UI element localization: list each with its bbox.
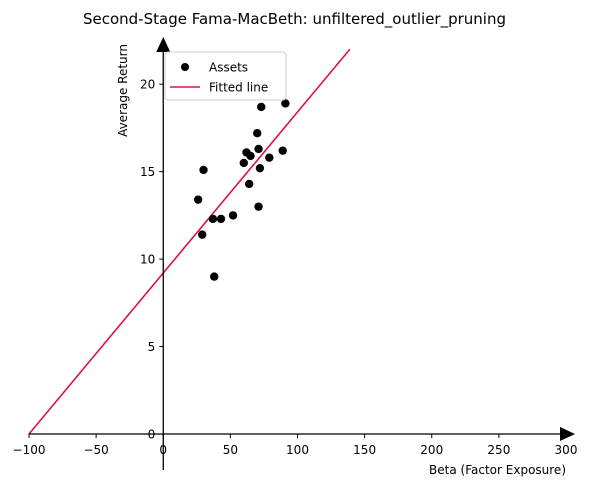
data-point xyxy=(254,202,263,211)
data-point xyxy=(254,144,263,154)
y-axis-arrow xyxy=(156,37,171,52)
data-point xyxy=(244,179,254,189)
legend-label-fitted-line: Fitted line xyxy=(209,81,268,95)
axes xyxy=(29,37,575,470)
data-point xyxy=(265,153,274,162)
x-tick-label: 200 xyxy=(420,443,443,457)
data-point xyxy=(255,163,265,173)
data-point xyxy=(210,272,219,281)
data-point xyxy=(216,214,226,224)
legend-label-assets: Assets xyxy=(209,61,248,75)
y-tick-label: 20 xyxy=(140,78,155,92)
data-point xyxy=(253,128,262,138)
x-tick-label: 100 xyxy=(286,443,309,457)
data-point xyxy=(199,165,208,175)
x-tick-label: −100 xyxy=(13,443,46,457)
x-tick-label: 0 xyxy=(159,443,167,457)
x-tick-label: 250 xyxy=(487,443,510,457)
y-tick-label: 0 xyxy=(148,428,156,442)
fitted-line xyxy=(28,48,351,435)
fitted-line-layer xyxy=(28,48,351,435)
y-tick-label: 15 xyxy=(140,165,155,179)
x-tick-label: 150 xyxy=(353,443,376,457)
y-tick-label: 10 xyxy=(140,253,155,267)
x-axis-arrow xyxy=(560,427,575,441)
data-point xyxy=(246,151,255,161)
data-point xyxy=(239,158,248,168)
scatter-points xyxy=(193,99,290,281)
y-tick-label: 5 xyxy=(148,340,156,354)
data-point xyxy=(257,102,266,112)
chart-title: Second-Stage Fama-MacBeth: unfiltered_ou… xyxy=(83,10,506,29)
data-point xyxy=(228,211,238,220)
y-axis-label: Average Return xyxy=(116,44,130,137)
legend: Assets Fitted line xyxy=(164,51,287,101)
data-point xyxy=(278,146,287,155)
data-point xyxy=(193,195,203,204)
data-point xyxy=(197,230,207,239)
legend-box xyxy=(164,51,287,101)
x-tick-label: −50 xyxy=(83,443,108,457)
legend-marker-assets xyxy=(181,63,189,71)
x-axis-label: Beta (Factor Exposure) xyxy=(429,463,566,477)
data-point xyxy=(281,99,290,108)
x-tick-label: 300 xyxy=(555,443,578,457)
data-point xyxy=(208,214,218,224)
tick-marks: −100 −50 0 50 100 150 200 250 300 0 5 10 15 20 xyxy=(13,78,578,457)
x-tick-label: 50 xyxy=(223,443,238,457)
